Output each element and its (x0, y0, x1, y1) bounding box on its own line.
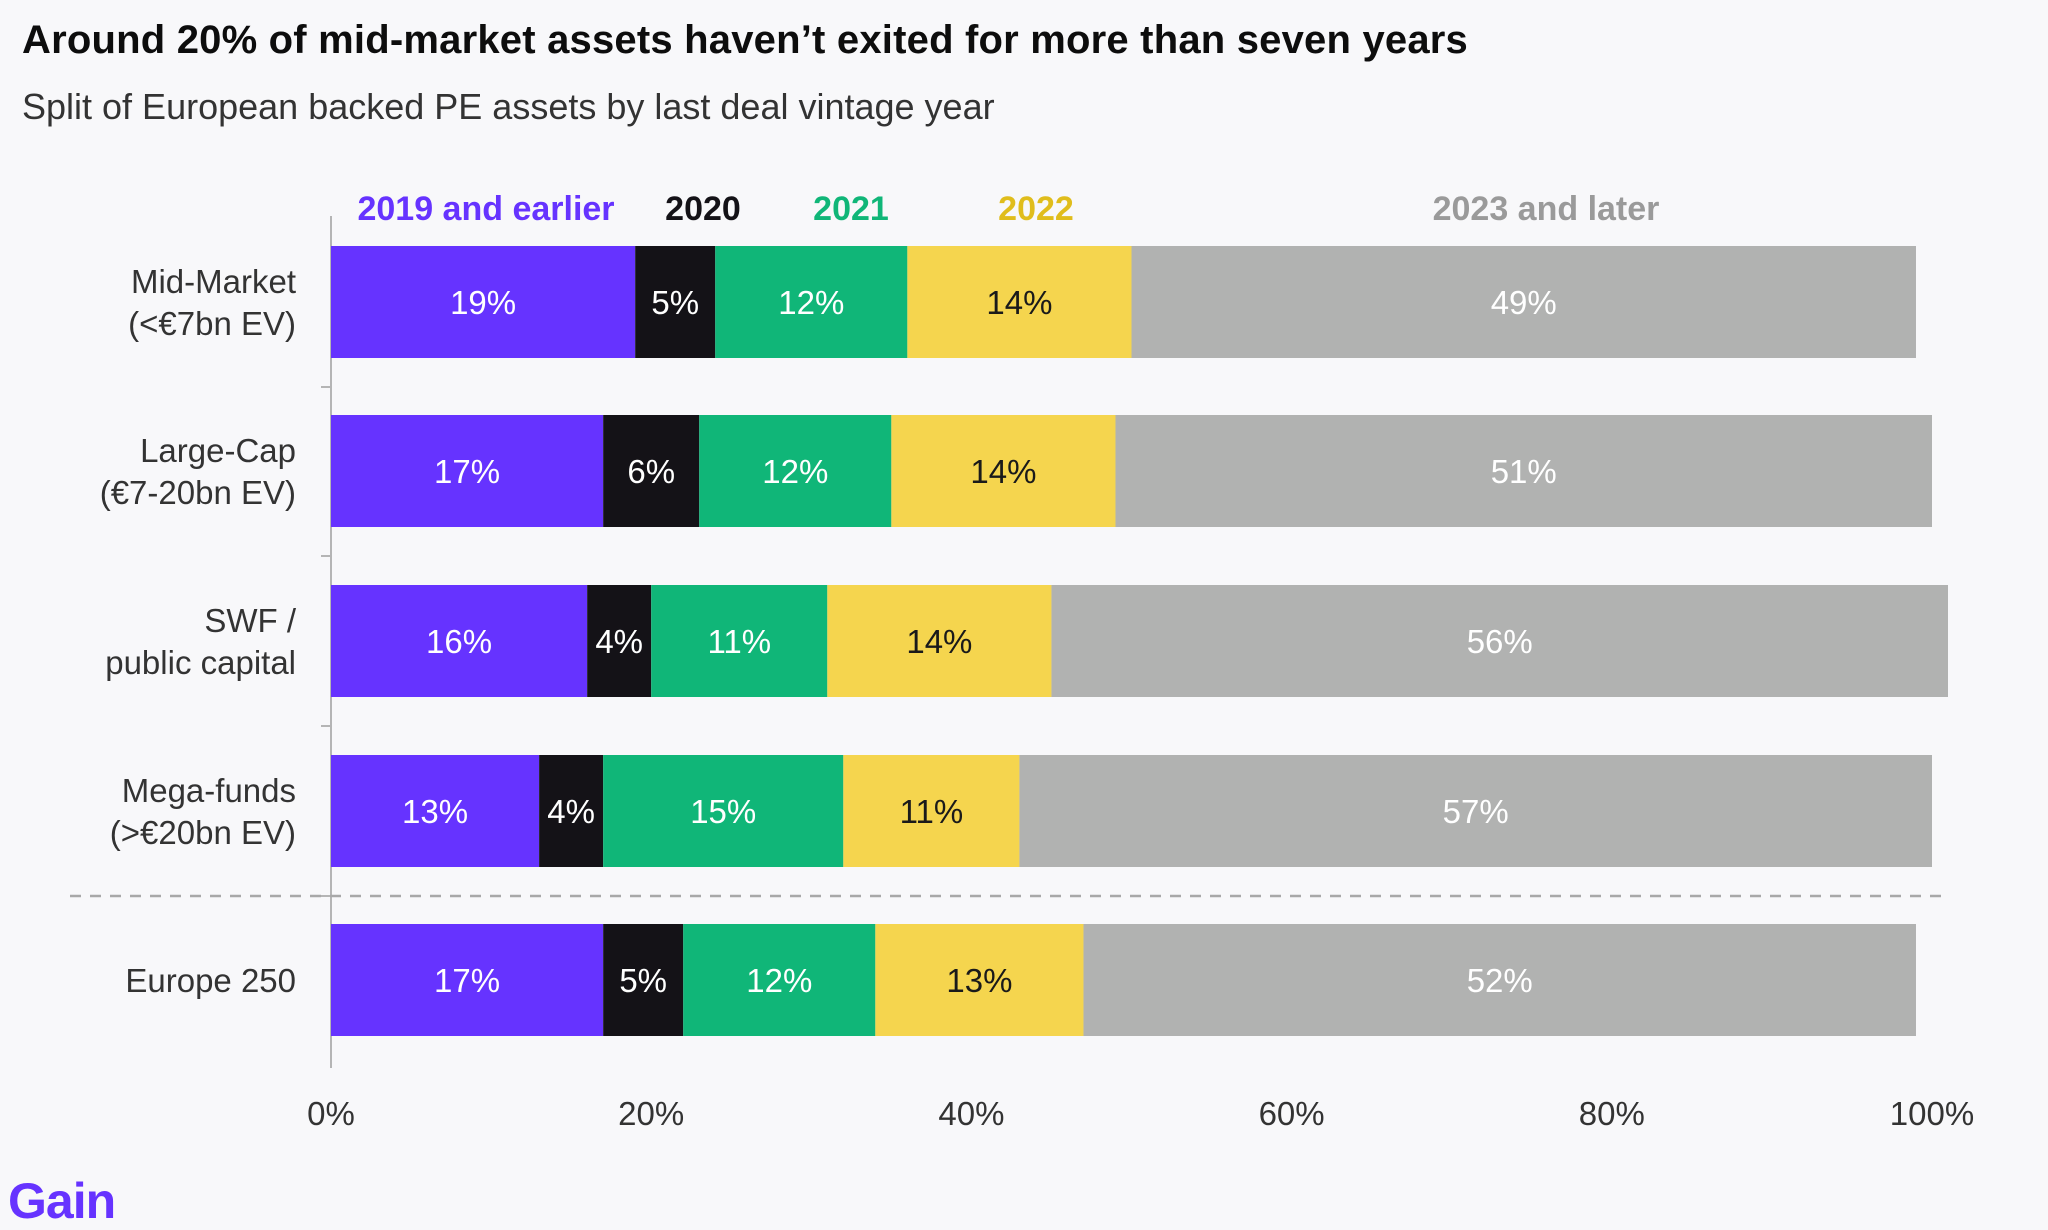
bar-segment-2023-and-later-row-5 (1083, 924, 1916, 1036)
legend-2022: 2022 (998, 190, 1074, 228)
bar-segment-2020-row-2 (603, 415, 700, 527)
bar-segment-2023-and-later-row-4 (1019, 755, 1932, 867)
gain-logo: Gain (8, 1173, 116, 1229)
bar-segment-2019-and-earlier-row-1 (331, 246, 636, 358)
data-label-2021-row-3: 11% (707, 623, 771, 660)
bar-segment-2021-row-1 (715, 246, 908, 358)
bar-segment-2019-and-earlier-row-3 (331, 585, 588, 697)
bar-segment-2020-row-3 (587, 585, 652, 697)
legend-2019-and-earlier: 2019 and earlier (357, 190, 614, 228)
category-label-row-3-line-2: public capital (105, 644, 296, 681)
x-tick-label-0pct: 0% (307, 1095, 355, 1132)
data-label-2019-and-earlier-row-4: 13% (402, 793, 468, 830)
bar-segment-2023-and-later-row-1 (1131, 246, 1916, 358)
chart-subtitle: Split of European backed PE assets by la… (22, 86, 995, 127)
bar-segment-2019-and-earlier-row-5 (331, 924, 604, 1036)
legend-2023-and-later: 2023 and later (1433, 190, 1660, 228)
bar-segment-2020-row-1 (635, 246, 716, 358)
data-label-2020-row-4: 4% (547, 793, 595, 830)
data-label-2021-row-2: 12% (762, 453, 828, 490)
data-label-2020-row-3: 4% (595, 623, 643, 660)
category-label-row-2-line-1: Large-Cap (140, 432, 296, 469)
bar-segment-2021-row-3 (651, 585, 828, 697)
bar-segment-2019-and-earlier-row-2 (331, 415, 604, 527)
data-label-2019-and-earlier-row-5: 17% (434, 962, 500, 999)
bar-segment-2020-row-4 (539, 755, 604, 867)
bar-segment-2022-row-3 (827, 585, 1052, 697)
data-label-2022-row-1: 14% (986, 284, 1052, 321)
data-label-2020-row-5: 5% (619, 962, 667, 999)
bar-segment-2021-row-2 (699, 415, 892, 527)
data-label-2023-and-later-row-2: 51% (1491, 453, 1557, 490)
data-label-2023-and-later-row-4: 57% (1443, 793, 1509, 830)
bar-segment-2020-row-5 (603, 924, 684, 1036)
data-label-2022-row-4: 11% (900, 793, 964, 830)
chart-title: Around 20% of mid-market assets haven’t … (22, 18, 1469, 62)
bar-segment-2019-and-earlier-row-4 (331, 755, 540, 867)
data-label-2022-row-3: 14% (906, 623, 972, 660)
data-label-2023-and-later-row-3: 56% (1467, 623, 1533, 660)
bar-segment-2022-row-5 (875, 924, 1084, 1036)
bar-segment-2022-row-1 (907, 246, 1132, 358)
bar-segment-2023-and-later-row-2 (1115, 415, 1932, 527)
category-label-row-1-line-1: Mid-Market (131, 263, 296, 300)
data-label-2019-and-earlier-row-1: 19% (450, 284, 516, 321)
x-tick-label-40pct: 40% (938, 1095, 1004, 1132)
data-label-2021-row-1: 12% (778, 284, 844, 321)
legend-2020: 2020 (665, 190, 741, 228)
x-tick-label-20pct: 20% (618, 1095, 684, 1132)
category-label-row-5-line-1: Europe 250 (125, 962, 296, 999)
bar-segment-2021-row-4 (603, 755, 844, 867)
data-label-2021-row-4: 15% (690, 793, 756, 830)
data-label-2021-row-5: 12% (746, 962, 812, 999)
x-tick-label-60pct: 60% (1259, 1095, 1325, 1132)
legend-2021: 2021 (813, 190, 889, 228)
data-label-2020-row-2: 6% (627, 453, 675, 490)
category-label-row-2-line-2: (€7-20bn EV) (100, 474, 296, 511)
category-label-row-4-line-1: Mega-funds (122, 772, 296, 809)
bar-segment-2022-row-4 (843, 755, 1020, 867)
x-tick-label-100pct: 100% (1890, 1095, 1974, 1132)
data-label-2023-and-later-row-5: 52% (1467, 962, 1533, 999)
data-label-2022-row-2: 14% (970, 453, 1036, 490)
data-label-2023-and-later-row-1: 49% (1491, 284, 1557, 321)
data-label-2022-row-5: 13% (946, 962, 1012, 999)
bar-segment-2021-row-5 (683, 924, 876, 1036)
x-tick-label-80pct: 80% (1579, 1095, 1645, 1132)
data-label-2019-and-earlier-row-3: 16% (426, 623, 492, 660)
bar-segment-2023-and-later-row-3 (1051, 585, 1949, 697)
category-label-row-1-line-2: (<€7bn EV) (128, 305, 296, 342)
category-label-row-4-line-2: (>€20bn EV) (110, 814, 296, 851)
data-label-2020-row-1: 5% (651, 284, 699, 321)
bar-segment-2022-row-2 (891, 415, 1116, 527)
data-label-2019-and-earlier-row-2: 17% (434, 453, 500, 490)
category-label-row-3-line-1: SWF / (204, 602, 296, 639)
